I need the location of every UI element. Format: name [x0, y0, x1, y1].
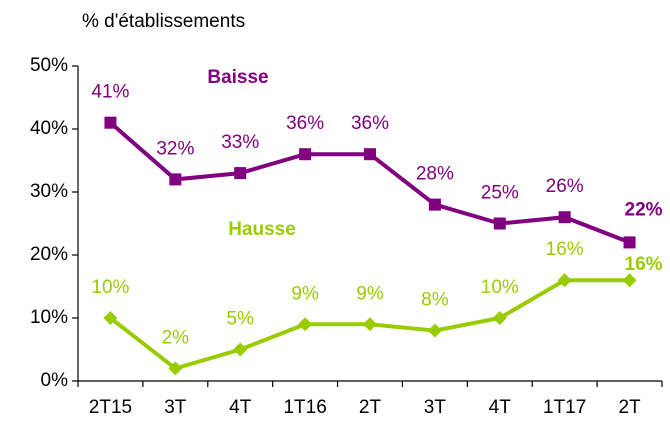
x-tick-label: 3T [164, 397, 187, 418]
data-label: 10% [91, 277, 129, 298]
data-label: 32% [156, 138, 194, 159]
marker [557, 273, 572, 288]
marker [623, 236, 636, 249]
marker [234, 167, 247, 180]
marker [427, 323, 442, 338]
marker [233, 342, 248, 357]
y-tick-label: 40% [30, 118, 68, 139]
marker [103, 311, 118, 325]
y-tick-label: 50% [30, 55, 68, 76]
data-label: 9% [291, 283, 319, 304]
marker [493, 217, 506, 230]
marker [169, 173, 182, 186]
x-tick-label: 3T [424, 397, 447, 418]
data-label: 41% [91, 82, 129, 103]
marker [299, 148, 312, 161]
data-label: 5% [226, 309, 254, 330]
data-label: 8% [421, 290, 449, 311]
x-tick-label: 1T16 [283, 397, 326, 418]
data-label: 36% [286, 113, 324, 134]
data-label: 28% [416, 164, 454, 185]
marker [622, 273, 637, 288]
marker [104, 116, 117, 129]
marker [492, 311, 507, 325]
x-tick-label: 2T [359, 397, 382, 418]
data-label: 10% [481, 277, 519, 298]
marker [168, 361, 183, 376]
marker [428, 198, 441, 211]
x-tick-label: 2T15 [89, 397, 132, 418]
marker [298, 317, 313, 332]
y-tick-label: 10% [30, 307, 68, 328]
x-tick-label: 4T [489, 397, 512, 418]
data-label: 9% [356, 283, 384, 304]
data-label: 22% [625, 199, 663, 220]
data-label: 2% [162, 327, 190, 348]
data-label: 36% [351, 113, 389, 134]
y-tick-label: 30% [30, 181, 68, 202]
series-name: Hausse [228, 219, 296, 240]
marker [558, 211, 571, 224]
data-label: 16% [625, 254, 663, 275]
data-label: 26% [546, 176, 584, 197]
data-label: 16% [546, 239, 584, 260]
data-label: 33% [221, 132, 259, 153]
x-tick-label: 4T [229, 397, 252, 418]
marker [363, 317, 377, 332]
series-name: Baisse [207, 67, 268, 88]
data-label: 25% [481, 183, 519, 204]
x-tick-label: 1T17 [543, 397, 586, 418]
y-axis-label: % d'établissements [82, 11, 245, 32]
y-tick-label: 0% [41, 370, 69, 391]
y-tick-label: 20% [30, 244, 68, 265]
x-tick-label: 2T [618, 397, 641, 418]
marker [364, 148, 376, 161]
